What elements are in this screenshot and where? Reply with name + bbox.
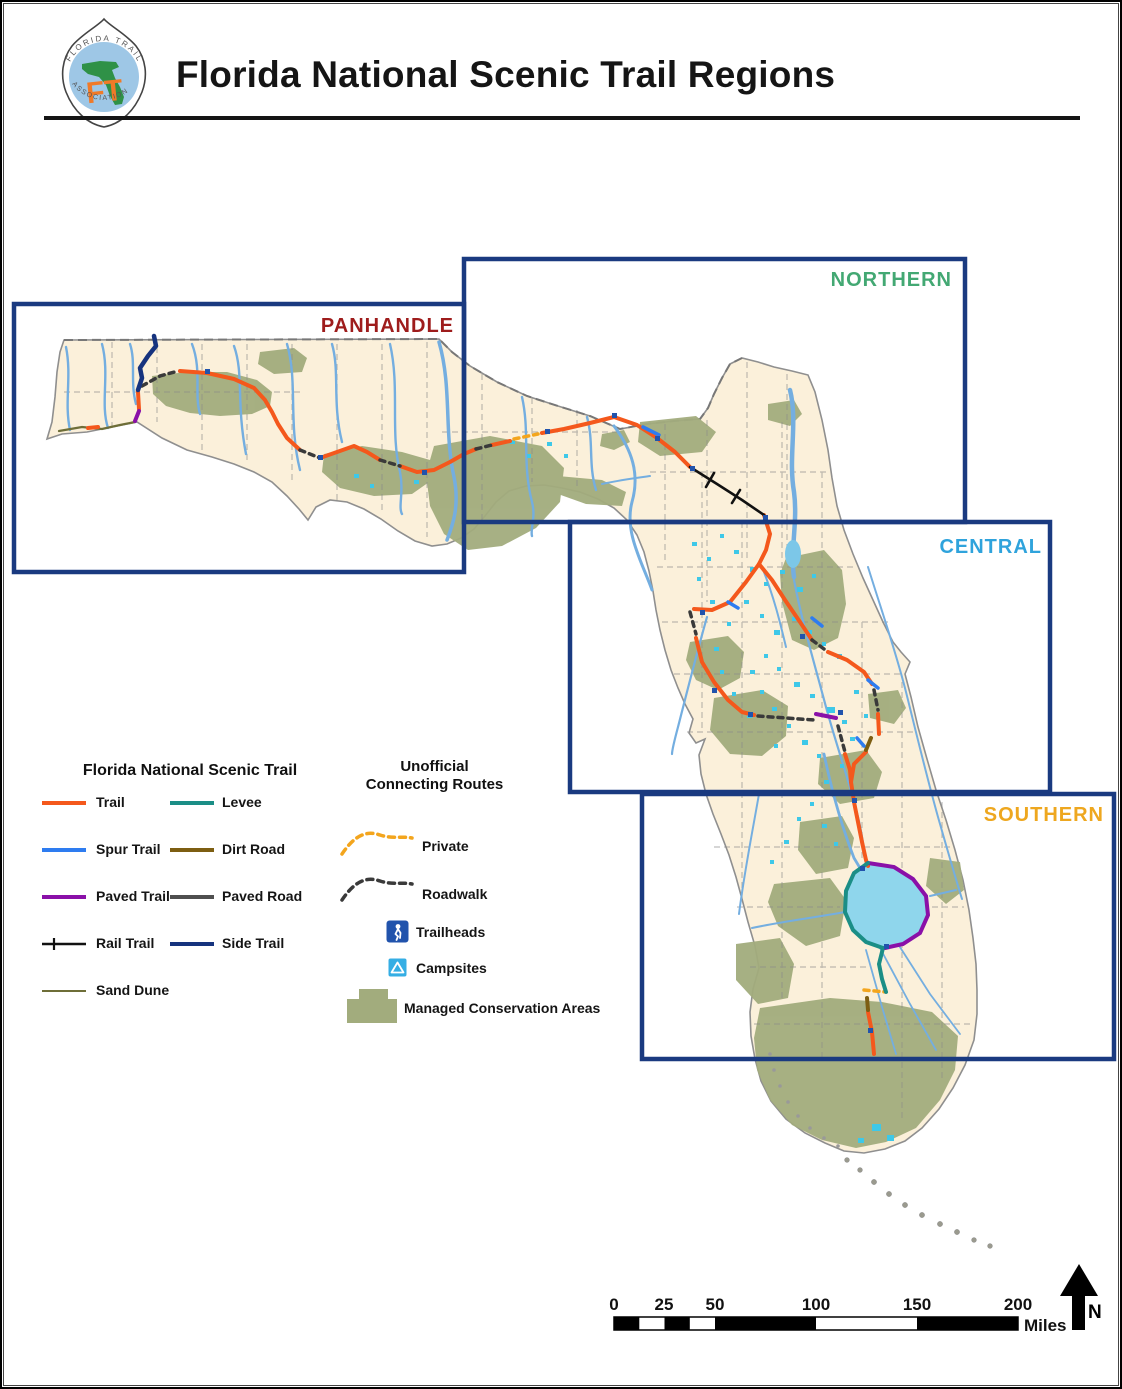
campsites-icon — [388, 958, 407, 977]
label-trail: Trail — [96, 794, 125, 810]
trail-roadwalk — [140, 369, 880, 754]
region-label-panhandle: PANHANDLE — [321, 315, 454, 337]
trail-main — [86, 369, 881, 1056]
page-title: Florida National Scenic Trail Regions — [176, 54, 836, 95]
legend-routes-title-line1: Unofficial — [400, 758, 469, 775]
legend-fnst-title: Florida National Scenic Trail — [82, 762, 298, 779]
lake-george — [785, 540, 801, 568]
label-trailheads: Trailheads — [416, 924, 486, 940]
label-spur-trail: Spur Trail — [96, 841, 161, 857]
region-box-southern — [639, 791, 1117, 1062]
label-rail-trail: Rail Trail — [96, 935, 155, 951]
gulf-coast-islands — [768, 1052, 840, 1148]
conservation-swatch — [346, 988, 398, 1026]
trail-private — [512, 432, 888, 994]
north-arrow: N — [1060, 1264, 1103, 1330]
trail-side — [135, 333, 159, 393]
florida-trail-association-logo: FT FLORIDA TRAIL ASSOCIATION — [61, 17, 147, 128]
trailheads-icon — [386, 920, 409, 943]
scale-tick-150: 150 — [903, 1295, 931, 1314]
swatch-rail-trail — [40, 936, 88, 952]
region-boxes — [11, 256, 1117, 1062]
north-label: N — [1088, 1302, 1102, 1323]
swatch-trail — [40, 795, 88, 811]
swatch-roadwalk — [338, 872, 420, 908]
scale-tick-0: 0 — [609, 1295, 618, 1314]
swatch-paved-trail — [40, 889, 88, 905]
scale-tick-200: 200 — [1004, 1295, 1032, 1314]
region-label-northern: NORTHERN — [831, 269, 952, 291]
label-conservation-areas: Managed Conservation Areas — [404, 1000, 601, 1016]
scale-tick-50: 50 — [706, 1295, 725, 1314]
scale-bar: 0 25 50 100 150 200 Miles — [609, 1295, 1066, 1335]
label-roadwalk: Roadwalk — [422, 886, 488, 902]
trail-sand-dune — [57, 420, 137, 433]
florida-keys — [844, 1157, 993, 1249]
scale-tick-100: 100 — [802, 1295, 830, 1314]
title-underline — [44, 116, 1080, 120]
label-sand-dune: Sand Dune — [96, 982, 170, 998]
swatch-levee — [168, 795, 216, 811]
trail-paved — [133, 409, 931, 950]
swatch-sand-dune — [40, 983, 88, 999]
trail-spur — [641, 425, 880, 748]
swatch-spur-trail — [40, 842, 88, 858]
swatch-dirt-road — [168, 842, 216, 858]
logo-florida-shape — [82, 61, 124, 105]
region-label-central: CENTRAL — [939, 536, 1042, 558]
trail-rail — [688, 465, 766, 517]
scale-unit-label: Miles — [1024, 1316, 1067, 1335]
label-paved-trail: Paved Trail — [96, 888, 170, 904]
swatch-side-trail — [168, 936, 216, 952]
rivers — [64, 340, 963, 1055]
region-label-southern: SOUTHERN — [984, 804, 1104, 826]
trail-levee — [842, 861, 888, 994]
small-lakes — [354, 440, 894, 1143]
label-side-trail: Side Trail — [222, 935, 285, 951]
label-private: Private — [422, 838, 469, 854]
label-paved-road: Paved Road — [222, 888, 303, 904]
label-levee: Levee — [222, 794, 262, 810]
label-campsites: Campsites — [416, 960, 487, 976]
trail-dirt-road — [864, 736, 873, 1012]
swatch-private — [338, 826, 420, 862]
scale-tick-25: 25 — [655, 1295, 674, 1314]
lake-okeechobee — [845, 864, 928, 947]
label-dirt-road: Dirt Road — [222, 841, 285, 857]
logo-monogram: FT — [85, 74, 125, 111]
trailhead-markers — [205, 369, 889, 1033]
legend-routes-title-line2: Connecting Routes — [365, 776, 504, 793]
swatch-paved-road — [168, 889, 216, 905]
